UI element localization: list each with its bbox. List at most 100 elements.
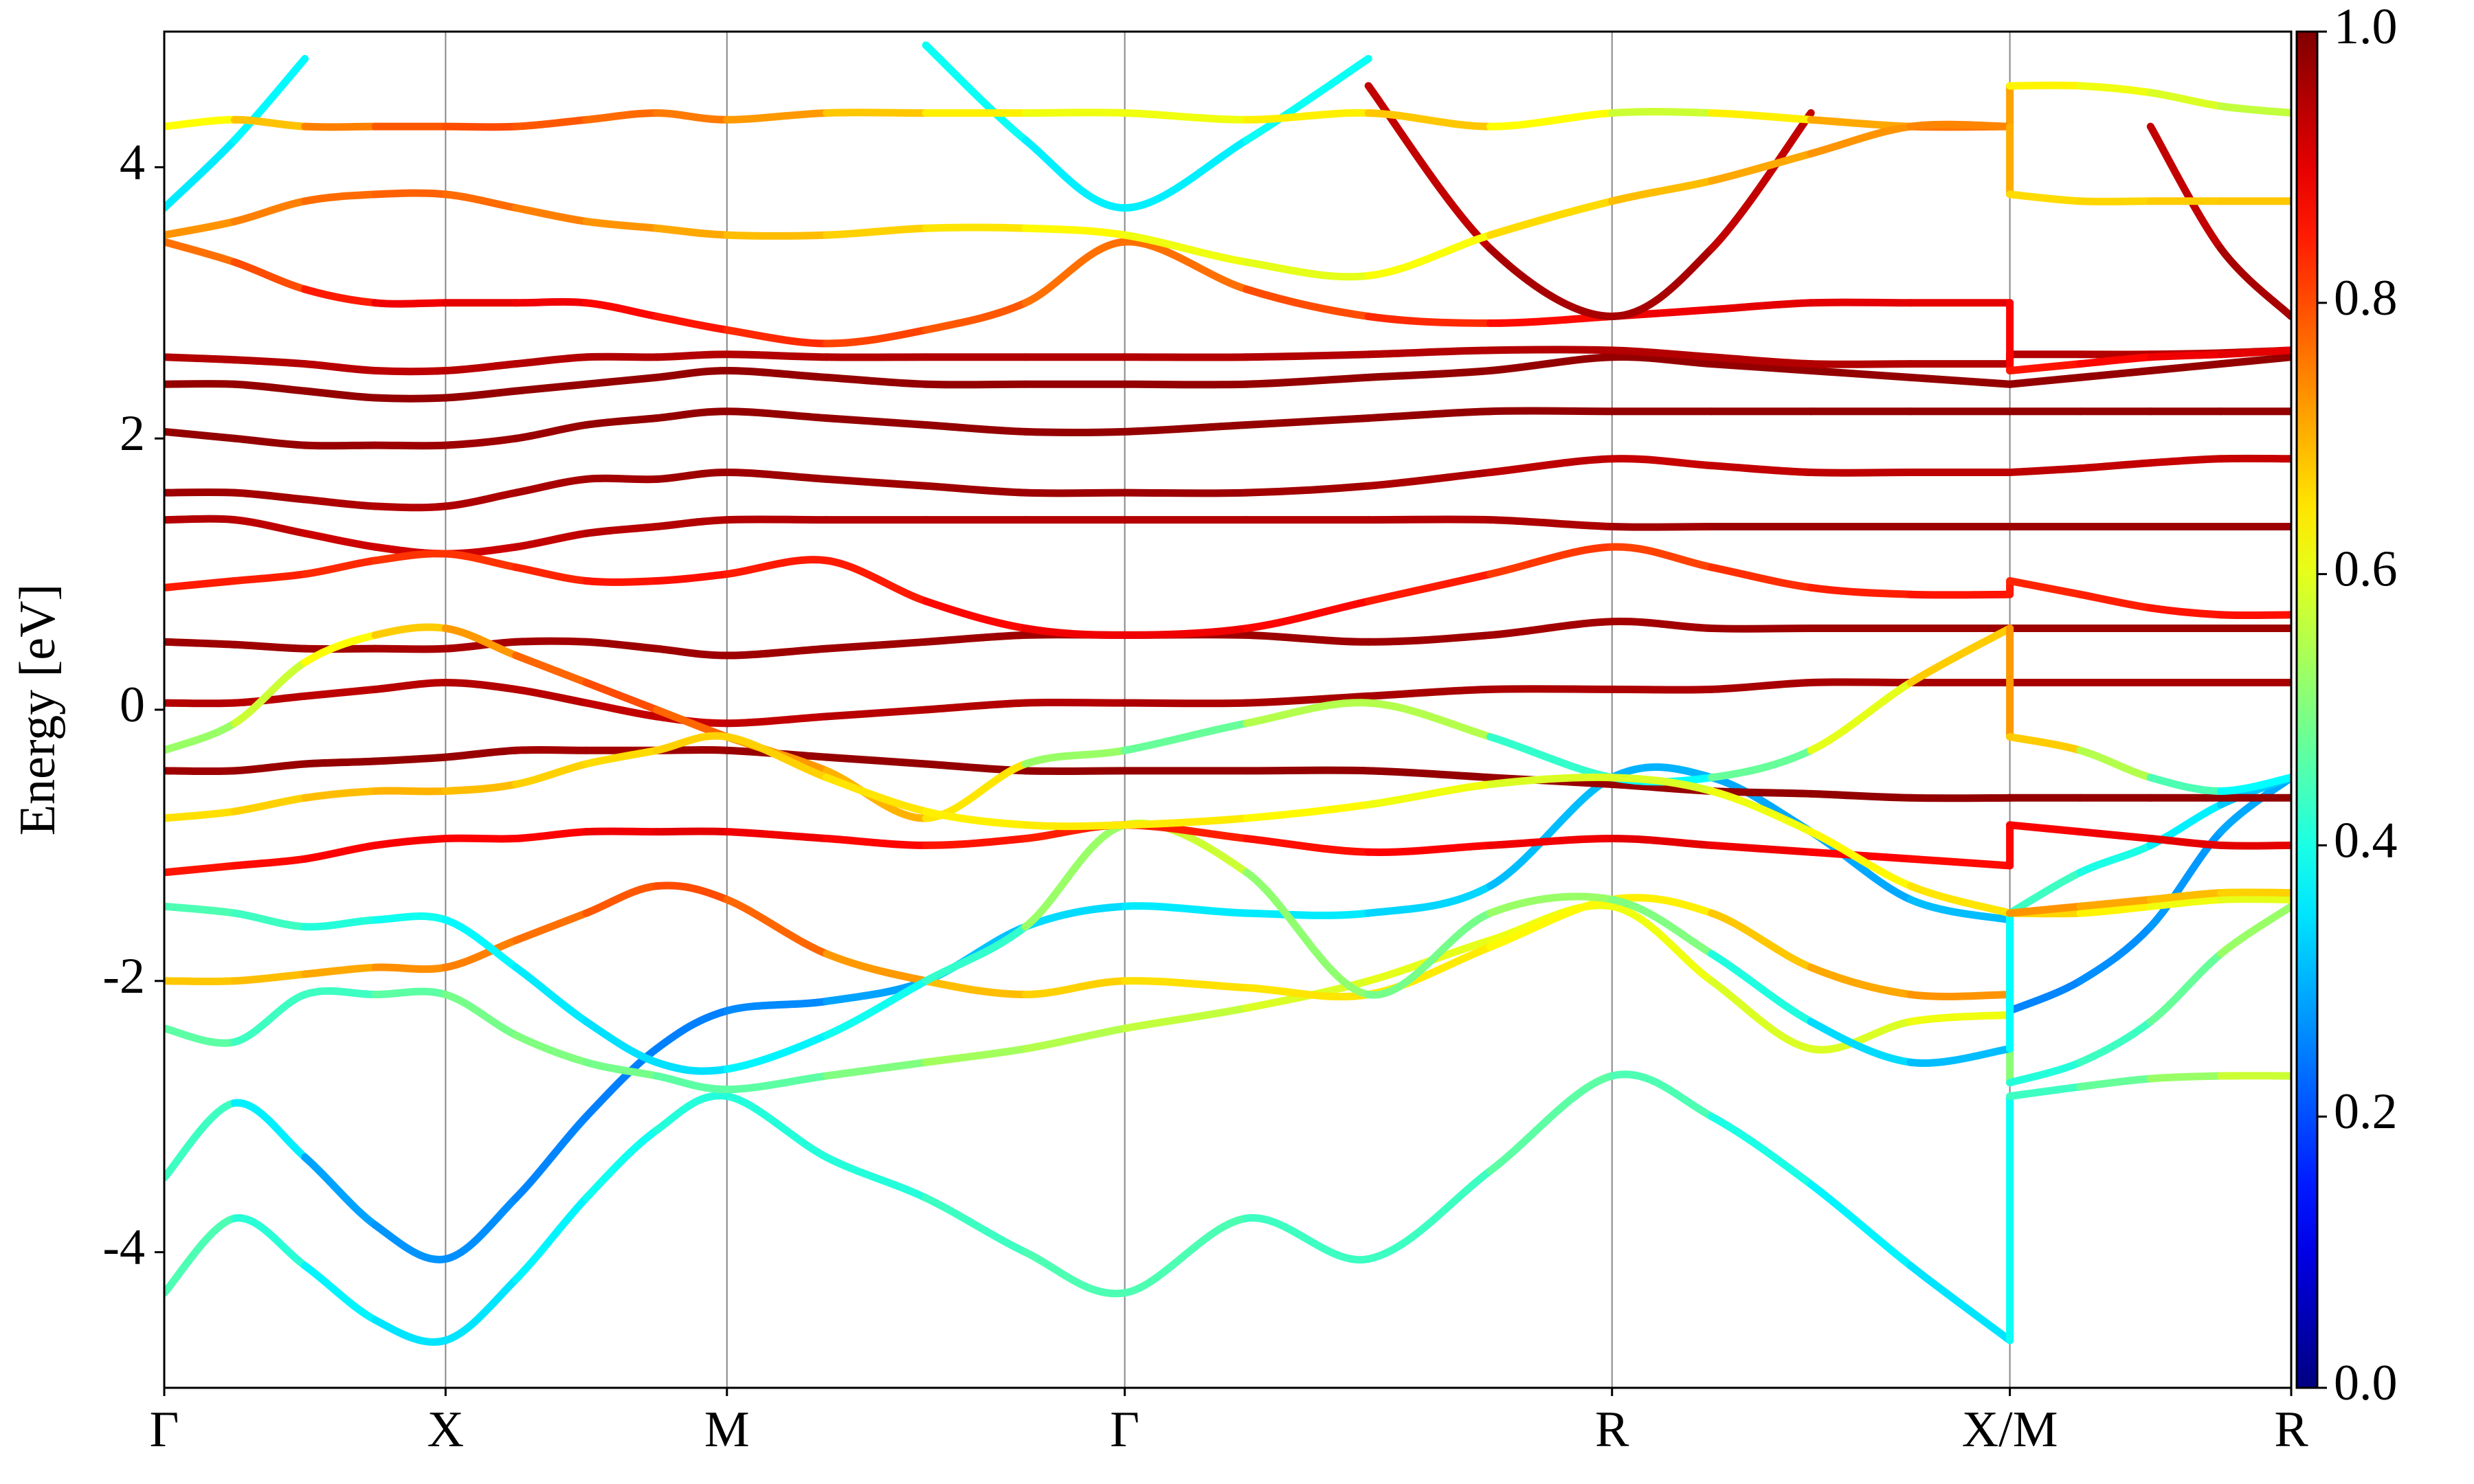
colorbar-tick-label: 0.8: [2334, 270, 2398, 326]
band-segment: [1364, 469, 1494, 490]
band-segment: [652, 644, 731, 660]
band-segment: [723, 350, 831, 361]
band-segment: [1242, 766, 1372, 775]
y-axis-label: Energy [eV]: [10, 584, 66, 835]
band-segment: [512, 1194, 590, 1283]
band-segment: [922, 299, 1029, 334]
band-segment: [371, 1221, 449, 1263]
band-segment: [1807, 360, 1915, 368]
band-segment: [1242, 692, 1372, 707]
band-segment: [164, 427, 238, 442]
band-segment: [2006, 373, 2084, 388]
band-segment: [823, 224, 930, 239]
band-segment: [1364, 407, 1494, 423]
band-segment: [371, 550, 449, 565]
x-tick-label: X/M: [1962, 1402, 2058, 1458]
band-segment: [1021, 224, 1129, 239]
band-segment: [2146, 604, 2225, 619]
band-segment: [922, 923, 1029, 985]
band-segment: [1242, 800, 1372, 822]
band-segment: [371, 441, 449, 450]
band-segment: [441, 434, 520, 449]
band-segment: [1708, 1112, 1815, 1189]
band-segment: [1364, 367, 1494, 381]
band-segment: [582, 414, 660, 429]
band-segment: [922, 597, 1029, 633]
band-segment: [441, 679, 520, 693]
band-segment: [2076, 590, 2154, 612]
band-segment: [1608, 774, 1716, 795]
band-segment: [371, 835, 449, 849]
band-segment: [723, 469, 831, 483]
x-tick-label: X: [427, 1402, 464, 1458]
band-segment: [2076, 367, 2154, 381]
band-segment: [1121, 625, 1251, 639]
band-segment: [164, 238, 238, 267]
band-segment: [164, 767, 238, 776]
band-segment: [652, 224, 731, 239]
band-segment: [164, 699, 238, 708]
band-segment: [1807, 298, 1915, 307]
band-segment: [2146, 350, 2225, 361]
band-segment: [1121, 977, 1251, 992]
band-segment: [2217, 245, 2291, 321]
band-segment: [1608, 894, 1716, 917]
colorbar-tick-label: 0.6: [2334, 541, 2398, 598]
band-segment: [230, 1214, 309, 1270]
band-segment: [512, 1112, 590, 1202]
band-segment: [2146, 89, 2225, 111]
band-segment: [652, 732, 731, 754]
band-segment: [1807, 1180, 1915, 1270]
band-segment: [1021, 427, 1129, 437]
band-segment: [2217, 841, 2291, 850]
band-segment: [301, 190, 379, 205]
band-segment: [1242, 631, 1372, 646]
x-tick-label: M: [704, 1402, 750, 1458]
band-segment: [922, 41, 1029, 144]
band-segment: [823, 949, 930, 985]
band-segment: [723, 109, 831, 124]
band-segment: [1608, 523, 1716, 531]
band-segment: [652, 570, 731, 585]
band-segment: [230, 434, 309, 449]
band-segment: [922, 380, 1029, 389]
band-segment: [1242, 54, 1372, 144]
band-segment: [1708, 841, 1815, 856]
band-segment: [1807, 122, 1915, 158]
band-segment: [441, 122, 520, 131]
band-segment: [582, 373, 660, 388]
band-segment: [2006, 1058, 2084, 1087]
band-segment: [2146, 835, 2225, 849]
band-segment: [1708, 462, 1815, 477]
band-segment: [1242, 258, 1372, 281]
band-segment: [371, 963, 449, 974]
band-segment: [1906, 855, 2014, 870]
band-segment: [301, 1261, 379, 1324]
band-segment: [230, 516, 309, 537]
band-segment: [1121, 380, 1251, 389]
band-segment: [301, 1153, 379, 1229]
band-segment: [512, 963, 590, 1026]
band-segment: [1608, 108, 1716, 117]
band-segment: [823, 556, 930, 605]
band-segment: [723, 997, 831, 1015]
band-segment: [512, 475, 590, 497]
band-segment: [1242, 835, 1372, 856]
band-segment: [1486, 109, 1616, 131]
band-segment: [1807, 1018, 1915, 1066]
band-segment: [2076, 923, 2154, 985]
band-segment: [301, 685, 379, 700]
band-segment: [1021, 136, 1129, 212]
band-segment: [441, 936, 520, 971]
band-segment: [1021, 767, 1129, 776]
band-segment: [1364, 1167, 1494, 1263]
band-segment: [230, 640, 309, 653]
band-segment: [371, 502, 449, 512]
band-segment: [301, 360, 379, 374]
band-segment: [1486, 197, 1616, 239]
band-segment: [2146, 774, 2225, 795]
band-segment: [1708, 353, 1815, 368]
x-tick-label: Γ: [150, 1402, 179, 1458]
band-segment: [441, 834, 520, 843]
band-segment: [230, 991, 309, 1046]
